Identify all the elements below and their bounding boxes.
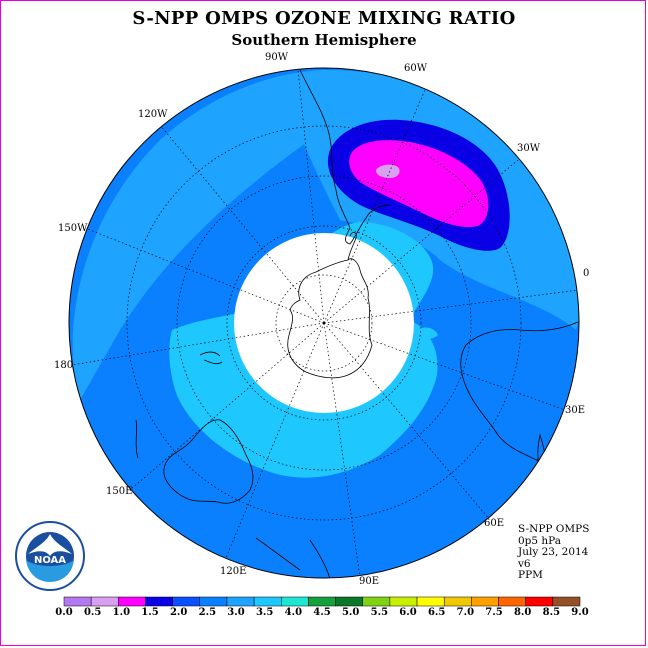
colorbar-swatch — [498, 596, 526, 607]
colorbar-tick: 6.5 — [427, 607, 446, 618]
colorbar-swatch — [118, 596, 146, 607]
colorbar-tick: 4.5 — [313, 607, 331, 618]
lon-label-60e: 60E — [484, 518, 505, 529]
map-title: S-NPP OMPS OZONE MIXING RATIO — [132, 8, 516, 29]
noaa-logo-text: NOAA — [34, 555, 66, 566]
colorbar-tick: 0.0 — [55, 607, 73, 618]
colorbar-tick: 4.0 — [284, 607, 303, 618]
lon-label-150e: 150E — [106, 486, 133, 497]
colorbar-tick: 8.5 — [542, 607, 561, 618]
colorbar-tick: 2.0 — [169, 607, 188, 618]
colorbar-tick: 1.0 — [112, 607, 131, 618]
lon-label-90w: 90W — [265, 52, 289, 63]
colorbar-swatch — [199, 596, 228, 607]
latitude-circles — [126, 125, 522, 521]
colorbar-swatch — [416, 596, 445, 607]
map-subtitle: Southern Hemisphere — [231, 31, 417, 49]
info-version: v6 — [518, 557, 531, 570]
colorbar-tick: 3.5 — [255, 607, 274, 618]
info-units: PPM — [518, 569, 543, 581]
colorbar-swatch — [471, 596, 499, 607]
colorbar-swatch — [90, 596, 119, 607]
noaa-logo: NOAA — [15, 521, 85, 591]
lon-label-150w: 150W — [58, 223, 88, 234]
lon-label-180: 180 — [54, 360, 74, 371]
colorbar-tick: 2.5 — [198, 607, 217, 618]
colorbar-tick: 0.5 — [83, 607, 102, 618]
colorbar-tick: 3.0 — [227, 607, 245, 618]
colorbar-swatch — [308, 596, 336, 607]
colorbar-swatch — [335, 596, 363, 607]
colorbar-tick: 9.0 — [571, 607, 589, 618]
lon-label-60w: 60W — [404, 63, 428, 74]
info-date: July 23, 2014 — [518, 546, 589, 558]
info-instrument: S-NPP OMPS — [518, 523, 590, 535]
meridians — [71, 69, 579, 578]
colorbar-swatch — [226, 596, 255, 607]
lon-label-120e: 120E — [220, 566, 247, 577]
colorbar-tick-labels: 0.0 0.5 1.0 1.5 2.0 2.5 3.0 3.5 4.0 4.5 5.0 5.5 6.0 6… — [0, 607, 648, 621]
colorbar-tick: 7.5 — [485, 607, 503, 618]
colorbar-swatch — [281, 596, 309, 607]
lon-label-30w: 30W — [517, 143, 541, 154]
lon-label-90e: 90E — [359, 576, 380, 587]
colorbar-swatch — [63, 596, 92, 607]
south-pole-marker — [322, 321, 326, 325]
colorbar-tick: 7.0 — [456, 607, 475, 618]
info-level: 0p5 hPa — [518, 534, 562, 547]
colorbar-swatch — [525, 596, 554, 607]
lon-label-30e: 30E — [565, 405, 586, 416]
colorbar-swatch — [145, 596, 173, 607]
info-block: S-NPP OMPS 0p5 hPa July 23, 2014 v6 PPM — [518, 523, 590, 582]
colorbar-swatch — [253, 596, 282, 607]
colorbar-swatch — [552, 596, 581, 607]
colorbar-swatch — [362, 596, 391, 607]
colorbar-tick: 5.5 — [370, 607, 389, 618]
lon-label-0: 0 — [583, 268, 590, 279]
colorbar-tick: 6.0 — [399, 607, 417, 618]
colorbar-swatch — [172, 596, 201, 607]
colorbar — [63, 596, 581, 607]
colorbar-swatch — [443, 596, 472, 607]
colorbar-tick: 1.5 — [141, 607, 159, 618]
field-1-0-to-1-5 — [349, 140, 489, 228]
field-0-5-to-1-0 — [376, 164, 400, 178]
colorbar-swatch — [389, 596, 418, 607]
map-boundary — [68, 67, 580, 579]
lon-label-120w: 120W — [138, 109, 168, 120]
colorbar-tick: 8.0 — [513, 607, 532, 618]
colorbar-tick: 5.0 — [341, 607, 360, 618]
